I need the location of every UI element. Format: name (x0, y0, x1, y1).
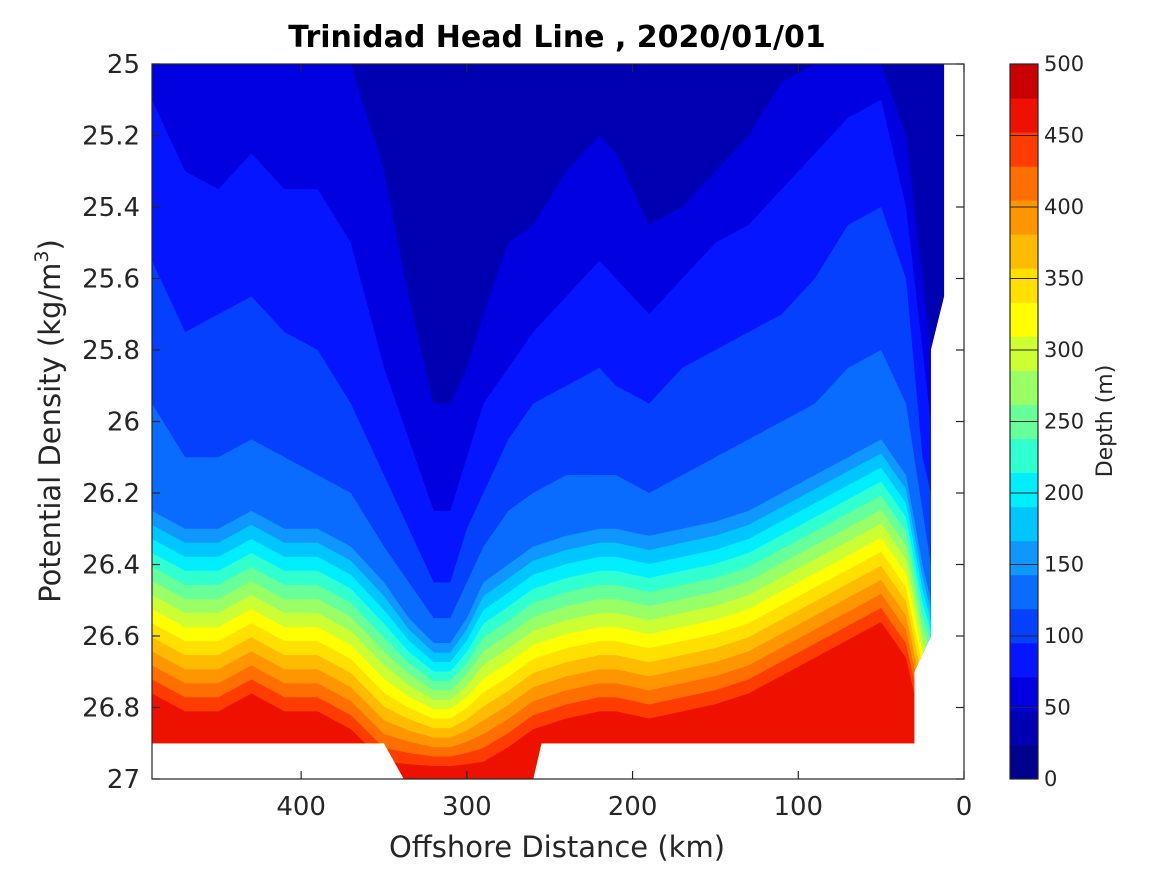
contour-band-475m (152, 621, 931, 779)
y-tick-label: 26.2 (82, 479, 140, 509)
x-tick-label: 100 (773, 792, 823, 822)
y-tick-label: 26.8 (82, 694, 140, 724)
colorbar-tick-label: 350 (1044, 267, 1084, 291)
colorbar-band (1010, 234, 1038, 269)
x-tick-label: 300 (442, 792, 492, 822)
colorbar-band (1010, 336, 1038, 371)
colorbar-band (1010, 438, 1038, 474)
colorbar-band (1010, 370, 1038, 405)
colorbar-tick-label: 300 (1044, 338, 1084, 362)
colorbar-band (1010, 98, 1038, 133)
colorbar-band (1010, 574, 1038, 610)
x-tick-label: 400 (276, 792, 326, 822)
y-tick-label: 25.2 (82, 122, 140, 152)
y-tick-label: 26.4 (82, 551, 140, 581)
colorbar-band (1010, 302, 1038, 337)
x-tick-label: 200 (608, 792, 658, 822)
colorbar-band (1010, 506, 1038, 542)
colorbar-tick-label: 200 (1044, 481, 1084, 505)
colorbar-tick-label: 400 (1044, 195, 1084, 219)
colorbar-band (1010, 540, 1038, 576)
y-tick-label: 25.6 (82, 265, 140, 295)
colorbar-band (1010, 676, 1038, 712)
y-tick-label: 26.6 (82, 622, 140, 652)
y-axis-ticks: 25 25.2 25.4 25.6 25.8 26 26.2 26.4 26.6 26.8 27 (82, 50, 964, 795)
y-tick-label: 25.8 (82, 336, 140, 366)
y-tick-label: 27 (107, 765, 140, 795)
y-tick-label: 25.4 (82, 193, 140, 223)
colorbar-band (1010, 132, 1038, 167)
x-axis-ticks: 400 300 200 100 0 (276, 64, 972, 822)
colorbar-band (1010, 608, 1038, 644)
colorbar-band (1010, 472, 1038, 508)
colorbar-band (1010, 642, 1038, 678)
y-axis-label-main: Potential Density (kg/m (33, 263, 67, 603)
colorbar-band (1010, 166, 1038, 201)
colorbar-band (1010, 64, 1038, 99)
y-axis-label-closing: ) (33, 239, 67, 250)
colorbar-tick-label: 150 (1044, 553, 1084, 577)
colorbar-band (1010, 200, 1038, 235)
x-tick-label: 0 (956, 792, 973, 822)
contour-bands (152, 64, 931, 779)
colorbar-band (1010, 710, 1038, 746)
colorbar-tick-label: 500 (1044, 52, 1084, 76)
y-axis-label-superscript: 3 (31, 250, 53, 262)
y-tick-label: 25 (107, 50, 140, 80)
colorbar-label: Depth (m) (1093, 365, 1118, 478)
colorbar: 0 50 100 150 200 250 300 350 400 450 500 (1009, 52, 1084, 791)
chart-title: Trinidad Head Line , 2020/01/01 (288, 20, 825, 55)
x-axis-label: Offshore Distance (km) (389, 830, 725, 864)
y-tick-label: 26 (107, 408, 140, 438)
colorbar-tick-label: 250 (1044, 410, 1084, 434)
y-axis-label: Potential Density (kg/m3) (31, 239, 67, 603)
colorbar-tick-label: 450 (1044, 124, 1084, 148)
colorbar-tick-label: 100 (1044, 624, 1084, 648)
colorbar-band (1010, 268, 1038, 303)
colorbar-tick-label: 50 (1044, 696, 1071, 720)
contour-field (152, 64, 945, 779)
colorbar-tick-label: 0 (1044, 767, 1057, 791)
colorbar-band (1010, 744, 1038, 780)
